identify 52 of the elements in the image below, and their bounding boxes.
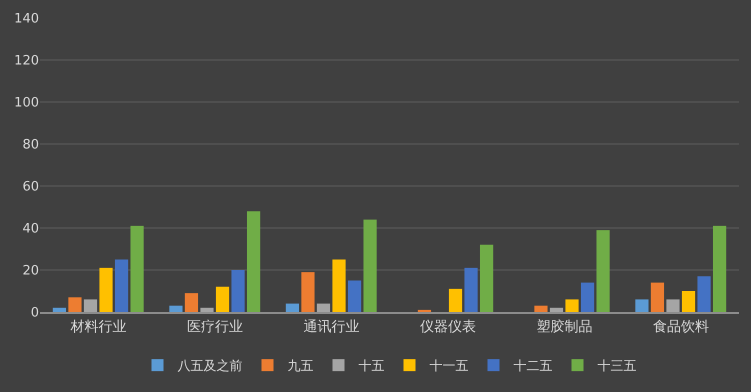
bar: [316, 304, 330, 312]
bar: [169, 306, 183, 312]
bar: [363, 220, 377, 312]
bar: [52, 308, 66, 312]
bar: [348, 280, 362, 312]
bar: [301, 272, 315, 312]
bar: [712, 226, 726, 312]
x-tick-label: 仪器仪表: [420, 318, 476, 335]
bar: [565, 299, 579, 312]
x-tick-label: 通讯行业: [303, 318, 360, 335]
y-tick-label: 120: [14, 54, 39, 69]
bar: [332, 260, 346, 312]
bar: [286, 304, 300, 312]
bar: [682, 291, 696, 312]
bar: [68, 297, 82, 312]
bar: [114, 260, 128, 312]
x-tick-label: 食品饮料: [652, 318, 709, 335]
legend-label: 十三五: [598, 359, 636, 374]
legend-label: 十一五: [430, 359, 468, 374]
bar: [596, 230, 610, 312]
bar: [231, 270, 245, 312]
legend-label: 十五: [358, 359, 384, 374]
x-tick-label: 材料行业: [69, 318, 126, 335]
y-tick-label: 140: [14, 12, 39, 27]
bar: [84, 299, 98, 312]
legend-label: 九五: [288, 359, 314, 374]
bar: [635, 299, 649, 312]
bar: [130, 226, 144, 312]
y-tick-label: 20: [22, 264, 39, 279]
x-tick-label: 医疗行业: [186, 318, 243, 335]
bar: [550, 308, 564, 312]
y-tick-label: 60: [22, 180, 39, 195]
bar: [99, 268, 113, 312]
bar: [464, 268, 478, 312]
bar: [246, 211, 260, 312]
bar: [534, 306, 548, 312]
legend-label: 十二五: [514, 359, 552, 374]
y-tick-label: 0: [30, 306, 39, 321]
y-tick-label: 100: [14, 96, 39, 111]
y-tick-label: 80: [22, 138, 39, 153]
bar: [448, 288, 462, 312]
bar: [184, 293, 198, 312]
bar: [200, 308, 214, 312]
y-tick-label: 40: [22, 222, 39, 237]
legend-label: 八五及之前: [178, 359, 242, 374]
bar: [580, 282, 594, 312]
bar: [666, 299, 680, 312]
bar: [697, 276, 711, 312]
bar: [216, 286, 230, 312]
bar: [650, 282, 664, 312]
x-tick-label: 塑胶制品: [536, 318, 592, 335]
bar: [480, 244, 494, 312]
